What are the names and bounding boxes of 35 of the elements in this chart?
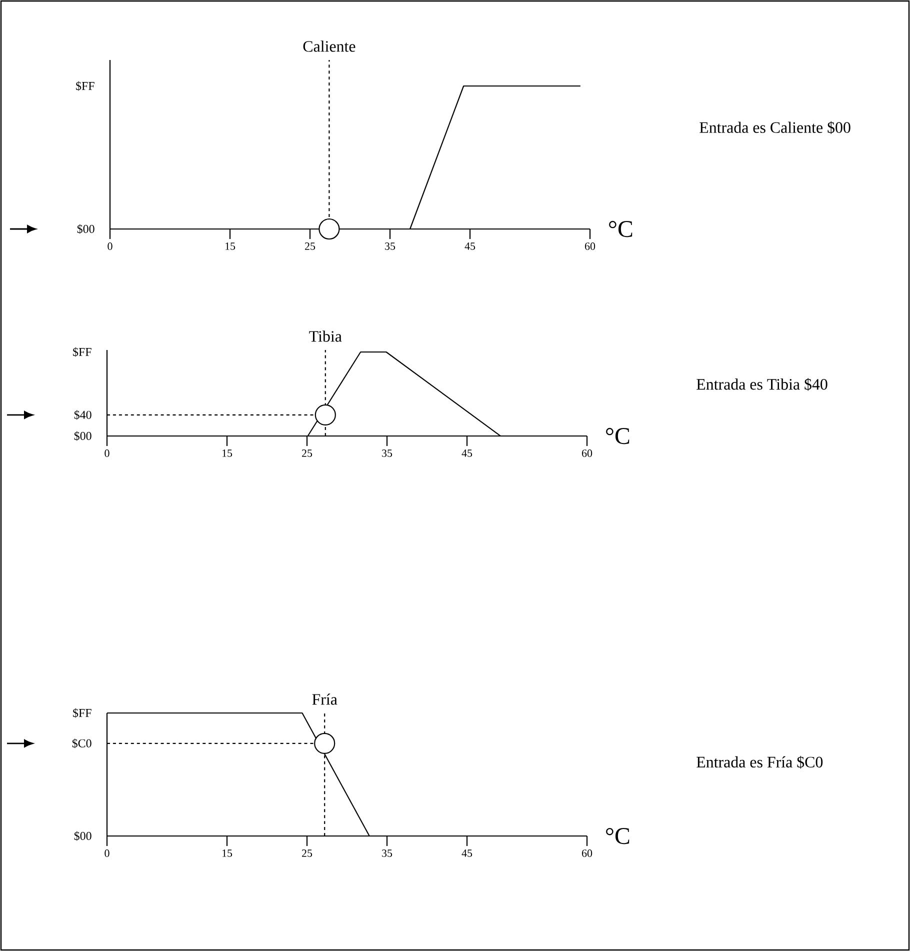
x-tick-label: 25 bbox=[302, 450, 312, 457]
x-axis-title: °C bbox=[606, 828, 630, 844]
x-tick-label: 15 bbox=[222, 850, 232, 857]
annotation: $C0 bbox=[72, 738, 92, 748]
chart-title: Fría bbox=[312, 694, 338, 705]
x-tick-label: 0 bbox=[104, 450, 110, 457]
chart-title: Tibia bbox=[309, 330, 342, 342]
annotation: $40 bbox=[74, 410, 92, 420]
text: $FF bbox=[73, 347, 92, 357]
x-tick-label: 15 bbox=[222, 450, 232, 457]
x-tick-label: 25 bbox=[305, 242, 316, 250]
text: $00 bbox=[77, 224, 94, 234]
text: $00 bbox=[74, 831, 92, 841]
x-tick-label: 45 bbox=[464, 242, 476, 250]
x-tick-label: 60 bbox=[582, 450, 592, 457]
text: Entrada es Fría $C0 bbox=[696, 756, 823, 769]
text: Entrada es Caliente $00 bbox=[700, 121, 850, 134]
x-axis-title: °C bbox=[609, 220, 632, 238]
x-tick-label: 35 bbox=[382, 450, 392, 457]
x-tick-label: 35 bbox=[382, 850, 392, 857]
x-tick-label: 25 bbox=[302, 850, 312, 857]
text: $FF bbox=[73, 708, 92, 718]
x-tick-label: 35 bbox=[385, 242, 396, 250]
x-tick-label: 0 bbox=[104, 850, 110, 857]
x-tick-label: 45 bbox=[462, 450, 472, 457]
x-tick-label: 0 bbox=[108, 242, 112, 250]
x-axis-title: °C bbox=[606, 428, 630, 444]
text: Entrada es Tibia $40 bbox=[696, 378, 828, 391]
text: $FF bbox=[76, 81, 94, 91]
x-tick-label: 60 bbox=[582, 850, 592, 857]
x-tick-label: 15 bbox=[225, 242, 236, 250]
chart-title: Caliente bbox=[303, 40, 356, 52]
text: $00 bbox=[74, 431, 92, 441]
x-tick-label: 45 bbox=[462, 850, 472, 857]
x-tick-label: 60 bbox=[584, 242, 596, 250]
